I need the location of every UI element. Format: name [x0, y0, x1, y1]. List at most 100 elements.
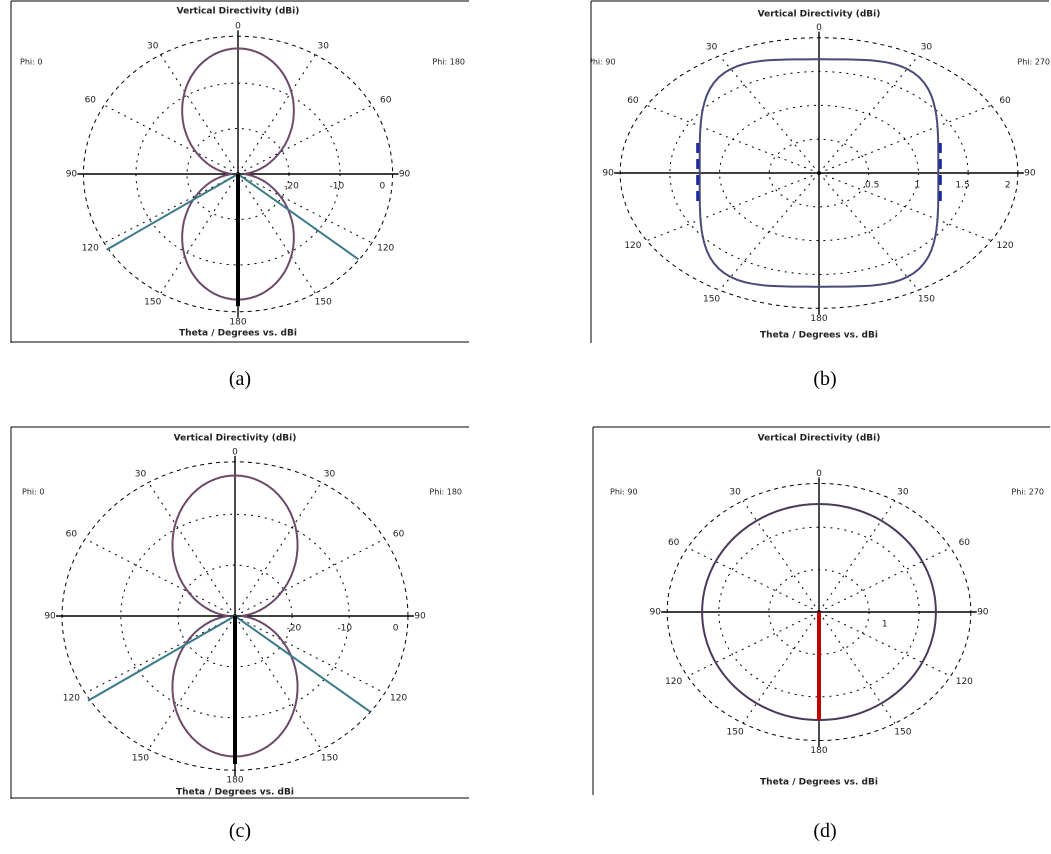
- phi-left-label: Phi: 0: [20, 58, 42, 67]
- caption-d: (d): [813, 820, 837, 842]
- angle-tick-label: 180: [810, 746, 827, 756]
- phi-right-label: Phi: 180: [429, 488, 462, 497]
- angle-tick-label: 60: [393, 529, 405, 539]
- radial-tick-label: 2: [1005, 181, 1011, 191]
- angle-tick-label: 60: [999, 96, 1011, 106]
- grid-spoke: [646, 172, 820, 242]
- grid-spoke: [84, 538, 236, 617]
- grid-spoke: [818, 104, 992, 174]
- caption-b: (b): [813, 368, 837, 390]
- polar-panel-b: Vertical Directivity (dBi) Theta / Degree…: [590, 0, 1050, 344]
- grid-spoke: [160, 173, 239, 294]
- angle-tick-label: 60: [66, 529, 78, 539]
- grid-spoke: [742, 611, 820, 724]
- grid-spoke: [103, 173, 239, 244]
- polar-panel-c: Vertical Directivity (dBi) Theta / Degree…: [10, 426, 470, 800]
- phi-left-label: Phi: 90: [590, 58, 616, 67]
- radial-tick-label: 1: [915, 181, 921, 191]
- angle-tick-label: 120: [624, 241, 641, 251]
- polar-chart-c: Vertical Directivity (dBi) Theta / Degree…: [10, 426, 469, 799]
- angle-tick-label: 0: [232, 447, 238, 457]
- pattern-trace: [701, 503, 937, 721]
- grid-spoke: [84, 615, 236, 694]
- angle-tick-label: 60: [85, 96, 97, 106]
- radial-tick-label: -10: [330, 182, 345, 192]
- chart-title: Vertical Directivity (dBi): [174, 434, 297, 444]
- polar-chart-a: Vertical Directivity (dBi) Theta / Degree…: [10, 0, 469, 343]
- polar-chart-b: Vertical Directivity (dBi) Theta / Degree…: [590, 0, 1050, 343]
- pattern-trace: [698, 58, 940, 288]
- angle-tick-label: 180: [229, 317, 246, 327]
- radiation-ray: [106, 173, 239, 251]
- grid-spoke: [234, 615, 386, 694]
- grid-spoke: [160, 54, 239, 175]
- angle-tick-label: 120: [82, 243, 99, 253]
- grid-spoke: [103, 104, 239, 175]
- angle-tick-label: 30: [318, 42, 330, 52]
- angle-tick-label: 120: [63, 694, 80, 704]
- chart-footer: Theta / Degrees vs. dBi: [760, 778, 878, 788]
- radiation-ray: [237, 173, 360, 261]
- angle-tick-label: 90: [399, 170, 411, 180]
- grid-spoke: [646, 104, 820, 174]
- polar-chart-d: Vertical Directivity (dBi) Theta / Degree…: [592, 426, 1050, 795]
- angle-tick-label: 150: [727, 727, 744, 737]
- caption-a: (a): [228, 368, 252, 390]
- angle-tick-label: 120: [390, 694, 407, 704]
- angle-tick-label: 60: [380, 96, 392, 106]
- angle-tick-label: 60: [627, 96, 639, 106]
- grid-spoke: [818, 611, 896, 724]
- angle-tick-label: 150: [703, 294, 720, 304]
- angle-tick-label: 90: [1024, 169, 1036, 179]
- angle-tick-label: 150: [315, 297, 332, 307]
- angle-tick-label: 30: [897, 488, 909, 498]
- chart-footer: Theta / Degrees vs. dBi: [176, 788, 294, 798]
- grid-spoke: [818, 172, 919, 291]
- grid-spoke: [237, 104, 373, 175]
- radial-tick-label: 0.5: [865, 181, 879, 191]
- phi-left-label: Phi: 0: [22, 488, 44, 497]
- angle-tick-label: 150: [321, 754, 338, 764]
- angle-tick-label: 60: [668, 538, 680, 548]
- caption-c: (c): [228, 820, 252, 842]
- angle-tick-label: 30: [324, 469, 336, 479]
- chart-footer: Theta / Degrees vs. dBi: [179, 329, 297, 339]
- radial-tick-label: -20: [284, 182, 299, 192]
- radial-tick-label: -20: [287, 624, 302, 634]
- angle-tick-label: 0: [816, 469, 822, 479]
- grid-spoke: [237, 173, 373, 244]
- chart-footer: Theta / Degrees vs. dBi: [760, 331, 878, 341]
- grid-spoke: [237, 54, 316, 175]
- angle-tick-label: 90: [649, 608, 661, 618]
- angle-tick-label: 30: [706, 43, 718, 53]
- radial-tick-label: 0: [393, 624, 399, 634]
- phi-left-label: Phi: 90: [610, 488, 638, 497]
- polar-panel-d: Vertical Directivity (dBi) Theta / Degree…: [592, 426, 1051, 796]
- chart-title: Vertical Directivity (dBi): [758, 10, 881, 20]
- chart-title: Vertical Directivity (dBi): [177, 7, 300, 17]
- angle-tick-label: 90: [44, 612, 56, 622]
- radial-tick-label: -10: [337, 624, 352, 634]
- radiation-ray: [234, 615, 371, 713]
- grid-spoke: [719, 55, 820, 174]
- angle-tick-label: 150: [918, 294, 935, 304]
- angle-tick-label: 120: [377, 243, 394, 253]
- grid-spoke: [237, 173, 316, 294]
- angle-tick-label: 30: [135, 469, 147, 479]
- angle-tick-label: 90: [414, 612, 426, 622]
- angle-tick-label: 30: [921, 43, 933, 53]
- grid-spoke: [818, 172, 992, 242]
- radial-tick-label: 1.5: [955, 181, 969, 191]
- phi-right-label: Phi: 180: [432, 58, 465, 67]
- phi-right-label: Phi: 270: [1011, 488, 1044, 497]
- grid-spoke: [818, 55, 919, 174]
- chart-title: Vertical Directivity (dBi): [758, 434, 881, 444]
- angle-tick-label: 150: [144, 297, 161, 307]
- angle-tick-label: 150: [894, 727, 911, 737]
- angle-tick-label: 90: [977, 608, 989, 618]
- angle-tick-label: 30: [147, 42, 159, 52]
- radial-tick-label: 0: [380, 182, 386, 192]
- angle-tick-label: 120: [956, 677, 973, 687]
- angle-tick-label: 120: [665, 677, 682, 687]
- angle-tick-label: 120: [996, 241, 1013, 251]
